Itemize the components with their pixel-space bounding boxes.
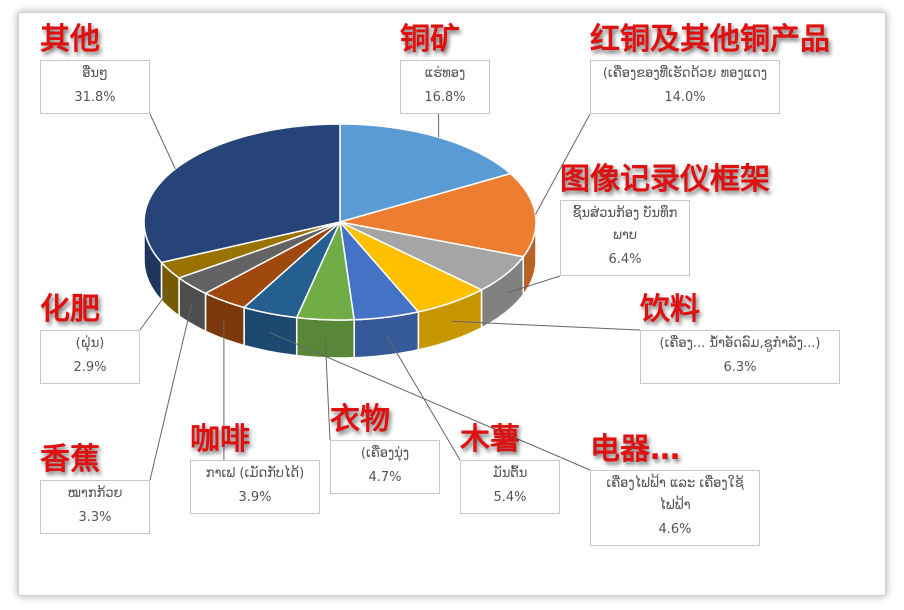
pie-slice (177, 221, 341, 295)
data-label-lao: (ເຄື່ອງນຸ່ງ (360, 446, 410, 461)
data-label-percent: 14.0% (664, 90, 706, 105)
leader-line (505, 275, 561, 294)
label-group: 咖啡 ກາເຟ (ເມັດກັບໄດ້) 3.9% (190, 420, 320, 514)
label-group: 木薯 ມັນຕົ້ນ 5.4% (460, 420, 560, 514)
chinese-annotation: 衣物 (330, 402, 390, 437)
data-label: ກາເຟ (ເມັດກັບໄດ້) 3.9% (190, 460, 320, 514)
chinese-annotation: 图像记录仪框架 (560, 162, 770, 197)
leader-line (149, 304, 192, 481)
data-label-lao: ມັນຕົ້ນ (492, 466, 528, 481)
chinese-annotation: 香蕉 (40, 442, 100, 477)
chinese-annotation: 其他 (40, 22, 100, 57)
label-group: 饮料 (ເຄື່ອງ... ນ້ຳອັດລົມ,ຊູກຳລັງ...) 6.3% (640, 290, 840, 384)
data-label: (ເຄື່ອງ... ນ້ຳອັດລົມ,ຊູກຳລັງ...) 6.3% (640, 330, 840, 384)
chinese-annotation: 红铜及其他铜产品 (590, 22, 830, 57)
pie-slice (160, 221, 341, 279)
data-label: ຊິ້ນສ່ວນກ້ອງ ບັນທຶກພາບ 6.4% (560, 200, 690, 276)
data-label-percent: 6.4% (608, 252, 642, 267)
chinese-annotation: 电器… (590, 432, 680, 467)
data-label-percent: 5.4% (493, 490, 527, 505)
data-label: ອື່ນໆ 31.8% (40, 60, 150, 114)
data-label: ໝາກກ້ວຍ 3.3% (40, 480, 150, 534)
label-group: 化肥 (ຝຸ່ນ) 2.9% (40, 290, 140, 384)
data-label-percent: 31.8% (74, 90, 116, 105)
pie-slice (295, 219, 355, 321)
leader-line (149, 113, 176, 170)
data-label-lao: ກາເຟ (ເມັດກັບໄດ້) (205, 466, 305, 481)
label-group: 图像记录仪框架 ຊິ້ນສ່ວນກ້ອງ ບັນທຶກພາບ 6.4% (560, 160, 770, 276)
leader-line (139, 289, 170, 331)
data-label-lao: ເຄື່ອງໄຟຟ້າ ແລະ ເຄື່ອງໃຊ້ໄຟຟ້າ (606, 476, 744, 513)
chinese-annotation: 木薯 (460, 422, 520, 457)
data-label: ເຄື່ອງໄຟຟ້າ ແລະ ເຄື່ອງໃຊ້ໄຟຟ້າ 4.6% (590, 470, 760, 546)
chinese-annotation: 饮料 (640, 292, 700, 327)
label-group: 其他 ອື່ນໆ 31.8% (40, 20, 150, 114)
label-group: 铜矿 ແຮ່ທອງ 16.8% (400, 20, 490, 114)
data-label: (ຝຸ່ນ) 2.9% (40, 330, 140, 384)
data-label: (ເຄື່ອງຂອງທີ່ເຮັດດ້ວຍ ທອງແດງ 14.0% (590, 60, 780, 114)
pie-slice (339, 221, 484, 313)
chinese-annotation: 铜矿 (400, 22, 460, 57)
leader-line (534, 113, 591, 215)
leader-line (452, 320, 641, 331)
data-label-percent: 3.3% (78, 510, 112, 525)
label-group: 衣物 (ເຄື່ອງນຸ່ງ 4.7% (330, 400, 440, 494)
chinese-annotation: 咖啡 (190, 422, 250, 457)
data-label-lao: ໝາກກ້ວຍ (67, 486, 123, 501)
data-label-percent: 2.9% (73, 360, 107, 375)
data-label-percent: 6.3% (723, 360, 757, 375)
data-label-percent: 4.6% (658, 522, 692, 537)
pie-slice (203, 221, 341, 309)
label-group: 香蕉 ໝາກກ້ວຍ 3.3% (40, 440, 150, 534)
pie-slice (338, 219, 420, 321)
pie-slice (242, 221, 341, 319)
data-label: (ເຄື່ອງນຸ່ງ 4.7% (330, 440, 440, 494)
data-label-lao: ຊິ້ນສ່ວນກ້ອງ ບັນທຶກພາບ (572, 206, 678, 243)
data-label: ແຮ່ທອງ 16.8% (400, 60, 490, 114)
label-group: 红铜及其他铜产品 (ເຄື່ອງຂອງທີ່ເຮັດດ້ວຍ ທອງແດງ 14.0… (590, 20, 830, 114)
data-label-percent: 16.8% (424, 90, 466, 105)
data-label-lao: (ເຄື່ອງ... ນ້ຳອັດລົມ,ຊູກຳລັງ...) (659, 336, 821, 351)
leader-line (324, 338, 331, 441)
pie-slice (339, 221, 525, 291)
data-label-percent: 4.7% (368, 470, 402, 485)
label-group: 电器… ເຄື່ອງໄຟຟ້າ ແລະ ເຄື່ອງໃຊ້ໄຟຟ້າ 4.6% (590, 430, 760, 546)
data-label: ມັນຕົ້ນ 5.4% (460, 460, 560, 514)
data-label-lao: ອື່ນໆ (82, 66, 108, 81)
leader-line (269, 332, 591, 471)
data-label-lao: (ຝຸ່ນ) (75, 336, 105, 351)
data-label-percent: 3.9% (238, 490, 272, 505)
data-label-lao: (ເຄື່ອງຂອງທີ່ເຮັດດ້ວຍ ທອງແດງ (602, 66, 768, 81)
data-label-lao: ແຮ່ທອງ (424, 66, 466, 81)
chinese-annotation: 化肥 (40, 292, 100, 327)
